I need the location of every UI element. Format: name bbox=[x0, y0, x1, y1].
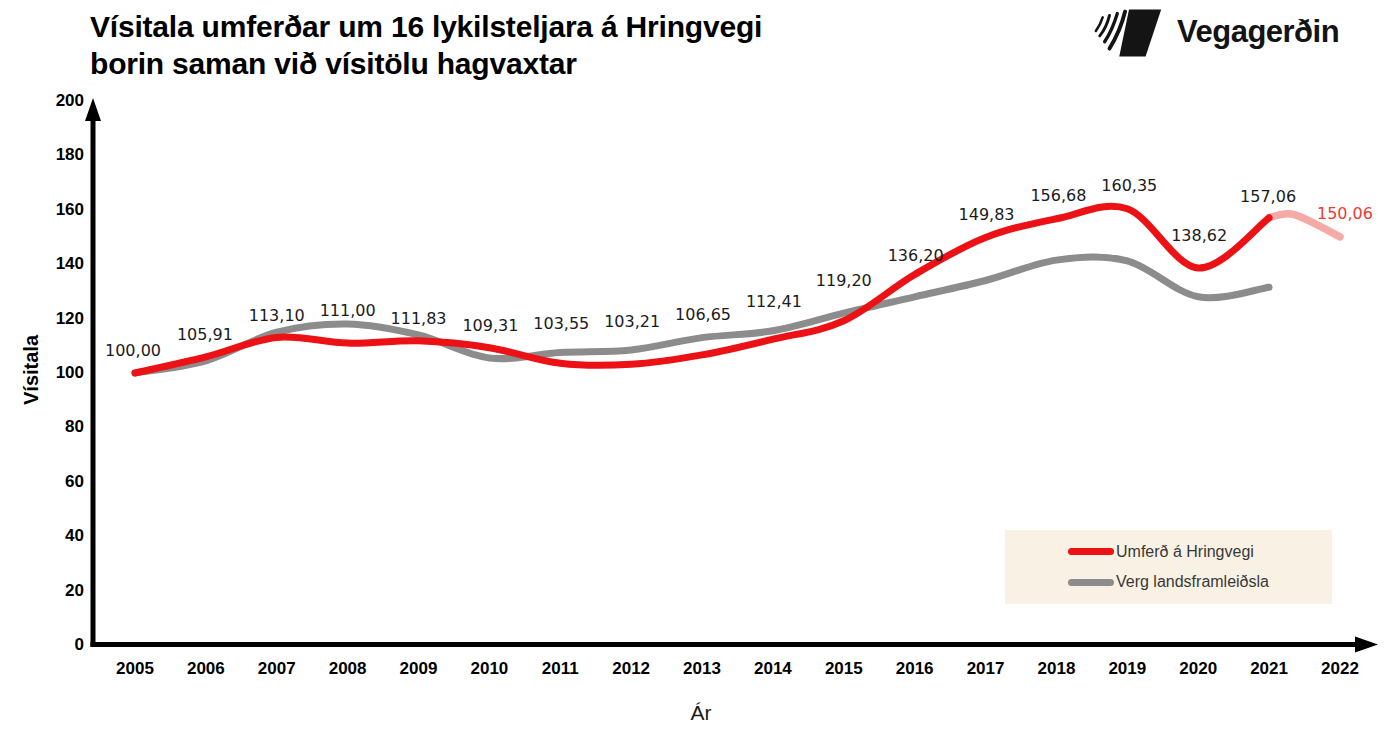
x-axis-title: Ár bbox=[671, 701, 731, 725]
y-axis-title: Vísitala bbox=[20, 280, 46, 460]
legend-label-gdp: Verg landsframleiðsla bbox=[1116, 573, 1269, 591]
traffic-forecast-line-path bbox=[1269, 214, 1340, 237]
traffic-index-chart-page: Vísitala umferðar um 16 lykilsteljara á … bbox=[0, 0, 1386, 738]
chart-canvas bbox=[0, 0, 1386, 738]
legend-swatch-gray bbox=[1068, 579, 1114, 586]
y-axis-arrow-icon bbox=[85, 98, 101, 121]
legend-item-traffic: Umferð á Hringvegi bbox=[1068, 543, 1332, 561]
traffic-line-path bbox=[135, 206, 1269, 373]
legend: Umferð á Hringvegi Verg landsframleiðsla bbox=[1005, 530, 1332, 604]
legend-label-traffic: Umferð á Hringvegi bbox=[1116, 543, 1254, 561]
x-axis-arrow-icon bbox=[1355, 637, 1378, 653]
legend-swatch-red bbox=[1068, 548, 1114, 555]
legend-item-gdp: Verg landsframleiðsla bbox=[1068, 573, 1332, 591]
